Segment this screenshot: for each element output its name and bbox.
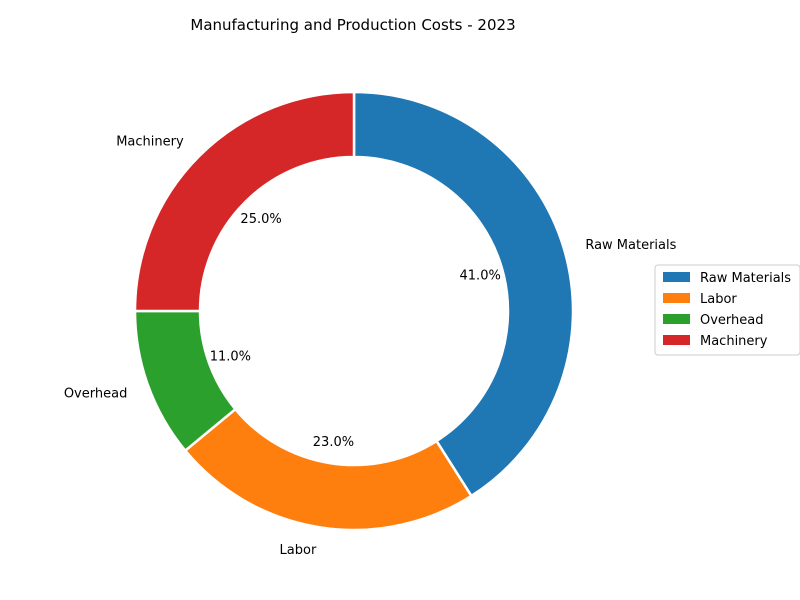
legend-swatch-overhead xyxy=(663,314,690,324)
pct-label-machinery: 25.0% xyxy=(240,212,281,227)
pct-label-labor: 23.0% xyxy=(313,435,354,450)
legend: Raw Materials Labor Overhead Machinery xyxy=(654,264,800,356)
slice-raw-materials xyxy=(352,90,575,498)
legend-label-raw-materials: Raw Materials xyxy=(700,271,791,286)
legend-swatch-labor xyxy=(663,293,690,303)
legend-label-overhead: Overhead xyxy=(700,313,764,328)
pct-label-overhead: 11.0% xyxy=(210,350,251,365)
legend-swatch-raw-materials xyxy=(663,272,690,282)
chart-title: Manufacturing and Production Costs - 202… xyxy=(190,16,515,34)
legend-swatch-machinery xyxy=(663,335,690,345)
pct-label-raw-materials: 41.0% xyxy=(460,268,501,283)
slice-machinery xyxy=(133,90,356,313)
legend-frame xyxy=(654,264,800,356)
legend-label-labor: Labor xyxy=(700,292,737,307)
labels-group: Raw Materials 41.0% Labor 23.0% Overhead 11.0… xyxy=(64,135,677,558)
slices-group xyxy=(133,90,575,532)
slice-labor xyxy=(183,407,474,532)
slice-label-labor: Labor xyxy=(280,543,317,558)
slice-label-machinery: Machinery xyxy=(116,135,184,150)
slice-label-raw-materials: Raw Materials xyxy=(585,238,676,253)
slice-label-overhead: Overhead xyxy=(64,387,128,402)
legend-label-machinery: Machinery xyxy=(700,334,768,349)
